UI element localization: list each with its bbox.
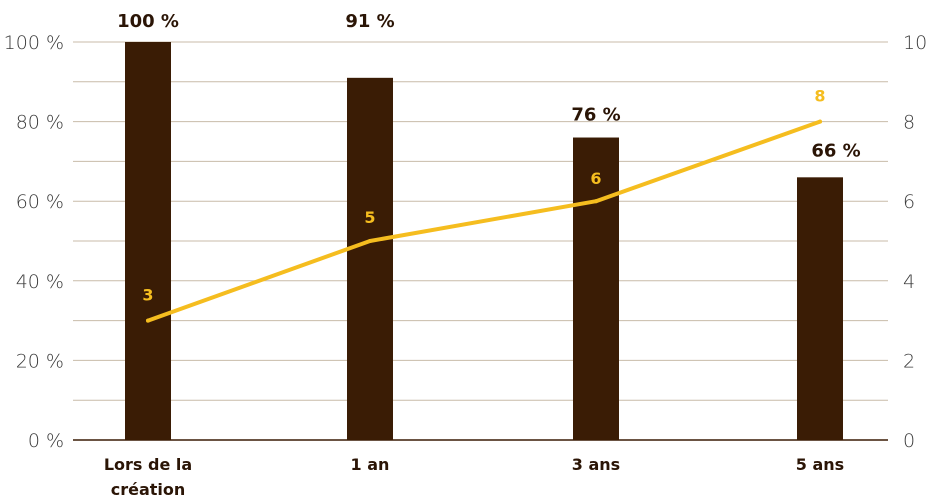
bar [797, 177, 843, 440]
left-tick-label: 60 % [16, 191, 64, 213]
right-tick-label: 10 [903, 32, 927, 54]
line-series [146, 119, 822, 323]
right-axis-ticks: 0 2 4 6 8 10 [903, 32, 927, 452]
category-label: 1 an [351, 455, 390, 474]
bar-value-labels: 100 % 91 % 76 % 66 % [117, 11, 861, 161]
right-tick-label: 2 [903, 350, 915, 372]
left-tick-label: 0 % [28, 430, 64, 452]
bar-value-label: 91 % [345, 11, 394, 32]
category-label: 5 ans [796, 455, 844, 474]
gridlines [73, 41, 888, 401]
line-value-labels: 3 5 6 8 [142, 87, 825, 305]
line-value-label: 5 [364, 208, 375, 227]
category-labels: Lors de la création 1 an 3 ans 5 ans [104, 455, 844, 499]
line-point [594, 199, 598, 204]
line-value-label: 6 [590, 169, 601, 188]
line-value-label: 3 [142, 286, 153, 305]
bar [573, 137, 619, 440]
line-point [368, 239, 372, 243]
left-axis-ticks: 0 % 20 % 40 % 60 % 80 % 100 % [4, 32, 64, 452]
left-tick-label: 100 % [4, 32, 64, 54]
right-tick-label: 0 [903, 430, 915, 452]
line-point [818, 119, 822, 124]
bar [347, 77, 393, 440]
right-tick-label: 6 [903, 191, 915, 213]
left-tick-label: 20 % [16, 350, 64, 372]
line-path [146, 119, 822, 323]
category-label: 3 ans [572, 455, 620, 474]
category-label: création [111, 480, 186, 499]
bar-value-label: 76 % [571, 105, 620, 126]
line-point [146, 318, 150, 323]
right-tick-label: 4 [903, 271, 915, 293]
right-tick-label: 8 [903, 112, 915, 134]
bars [125, 42, 843, 440]
line-value-label: 8 [814, 87, 825, 106]
bar [125, 42, 171, 440]
bar-value-label: 100 % [117, 11, 179, 32]
left-tick-label: 40 % [16, 271, 64, 293]
bar-value-label: 66 % [811, 140, 860, 161]
left-tick-label: 80 % [16, 112, 64, 134]
category-label: Lors de la [104, 455, 192, 474]
